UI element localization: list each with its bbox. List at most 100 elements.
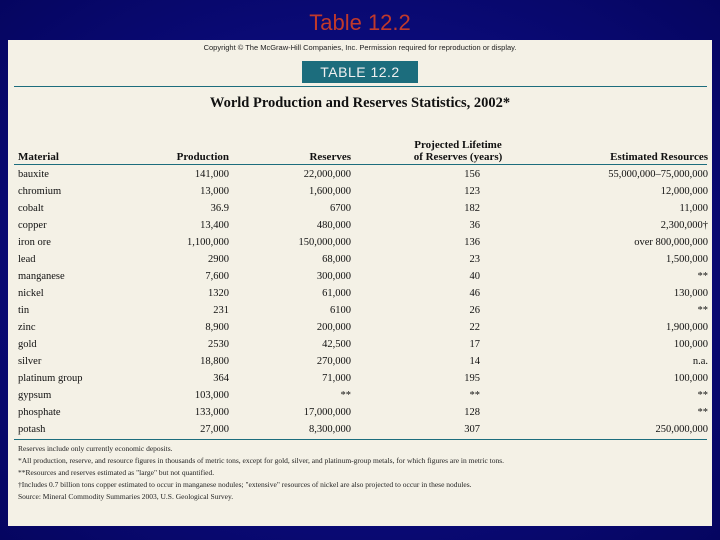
rule-bottom	[14, 439, 707, 440]
header-lifetime-line2: of Reserves (years)	[413, 151, 503, 163]
table-note: Reserves include only currently economic…	[18, 444, 173, 453]
cell-production: 18,800	[200, 356, 229, 367]
cell-reserves: 17,000,000	[303, 407, 351, 418]
cell-reserves: 42,500	[322, 339, 351, 350]
cell-production: 1320	[208, 288, 229, 299]
table-row: cobalt 36.9 6700 182 11,000	[18, 201, 708, 218]
table-notes: Reserves include only currently economic…	[18, 443, 708, 503]
cell-material: phosphate	[18, 407, 61, 418]
cell-production: 231	[213, 305, 229, 316]
cell-reserves: 150,000,000	[298, 237, 352, 248]
table-row: gypsum 103,000 ** ** **	[18, 388, 708, 405]
cell-lifetime: 128	[464, 407, 480, 418]
cell-production: 1,100,000	[187, 237, 229, 248]
table-row: zinc 8,900 200,000 22 1,900,000	[18, 320, 708, 337]
table-header: Material Production Reserves Projected L…	[18, 135, 708, 163]
cell-material: iron ore	[18, 237, 51, 248]
cell-reserves: 270,000	[316, 356, 351, 367]
cell-reserves: 480,000	[316, 220, 351, 231]
cell-lifetime: 123	[464, 186, 480, 197]
cell-production: 2900	[208, 254, 229, 265]
cell-material: copper	[18, 220, 47, 231]
cell-estimated: **	[697, 407, 709, 418]
cell-lifetime: 136	[464, 237, 480, 248]
cell-lifetime: 307	[464, 424, 480, 435]
cell-lifetime: 36	[469, 220, 481, 231]
header-lifetime-line1: Projected Lifetime	[414, 139, 502, 151]
rule-header	[14, 164, 707, 165]
cell-reserves: 6100	[330, 305, 351, 316]
header-reserves: Reserves	[309, 151, 351, 163]
cell-reserves: 68,000	[322, 254, 351, 265]
cell-estimated: 55,000,000–75,000,000	[608, 169, 708, 180]
table-title: World Production and Reserves Statistics…	[209, 95, 511, 111]
cell-material: lead	[18, 254, 36, 265]
cell-lifetime: 26	[469, 305, 481, 316]
table-row: iron ore 1,100,000 150,000,000 136 over 800,…	[18, 235, 708, 252]
cell-reserves: 1,600,000	[309, 186, 351, 197]
cell-production: 13,400	[200, 220, 229, 231]
table-row: lead 2900 68,000 23 1,500,000	[18, 252, 708, 269]
cell-material: gold	[18, 339, 37, 350]
cell-lifetime: 182	[464, 203, 480, 214]
cell-production: 2530	[208, 339, 229, 350]
copyright-notice: Copyright © The McGraw-Hill Companies, I…	[203, 43, 517, 52]
slide-title: Table 12.2	[309, 10, 411, 35]
cell-reserves: **	[340, 390, 352, 401]
rule-top	[14, 86, 707, 87]
cell-production: 364	[213, 373, 229, 384]
cell-production: 133,000	[194, 407, 229, 418]
cell-lifetime: 23	[469, 254, 481, 265]
cell-estimated: **	[697, 305, 709, 316]
cell-material: platinum group	[18, 373, 83, 384]
header-estimated: Estimated Resources	[610, 151, 708, 163]
cell-estimated: **	[697, 271, 709, 282]
cell-production: 7,600	[205, 271, 229, 282]
cell-estimated: 11,000	[679, 203, 709, 214]
cell-production: 141,000	[194, 169, 229, 180]
table-row: nickel 1320 61,000 46 130,000	[18, 286, 708, 303]
cell-production: 103,000	[194, 390, 229, 401]
table-row: phosphate 133,000 17,000,000 128 **	[18, 405, 708, 422]
cell-production: 27,000	[200, 424, 229, 435]
cell-lifetime: 40	[469, 271, 481, 282]
cell-material: cobalt	[18, 203, 44, 214]
cell-material: manganese	[18, 271, 65, 282]
cell-lifetime: 22	[469, 322, 481, 333]
cell-production: 13,000	[200, 186, 229, 197]
cell-lifetime: 14	[469, 356, 481, 367]
cell-reserves: 61,000	[322, 288, 351, 299]
cell-material: nickel	[18, 288, 44, 299]
table-row: tin 231 6100 26 **	[18, 303, 708, 320]
cell-lifetime: **	[469, 390, 481, 401]
document-page: Copyright © The McGraw-Hill Companies, I…	[8, 40, 712, 526]
table-note: **Resources and reserves estimated as "l…	[18, 468, 215, 477]
table-row: bauxite 141,000 22,000,000 156 55,000,000–75…	[18, 167, 708, 184]
table-row: gold 2530 42,500 17 100,000	[18, 337, 708, 354]
cell-material: chromium	[18, 186, 62, 197]
cell-material: tin	[18, 305, 30, 316]
cell-estimated: n.a.	[692, 356, 708, 367]
cell-reserves: 8,300,000	[309, 424, 351, 435]
cell-material: zinc	[18, 322, 36, 333]
cell-reserves: 200,000	[316, 322, 351, 333]
header-production: Production	[176, 151, 229, 163]
cell-material: silver	[18, 356, 42, 367]
table-row: manganese 7,600 300,000 40 **	[18, 269, 708, 286]
cell-lifetime: 195	[464, 373, 480, 384]
table-row: copper 13,400 480,000 36 2,300,000†	[18, 218, 708, 235]
cell-lifetime: 156	[464, 169, 480, 180]
cell-estimated: 1,500,000	[666, 254, 708, 265]
cell-material: potash	[18, 424, 46, 435]
cell-production: 36.9	[210, 203, 229, 214]
cell-lifetime: 17	[469, 339, 481, 350]
cell-estimated: 1,900,000	[666, 322, 708, 333]
cell-reserves: 71,000	[322, 373, 351, 384]
cell-reserves: 300,000	[316, 271, 351, 282]
table-note: †Includes 0.7 billion tons copper estima…	[18, 480, 472, 489]
cell-reserves: 22,000,000	[303, 169, 351, 180]
table-note: *All production, reserve, and resource f…	[18, 456, 505, 465]
cell-estimated: 130,000	[673, 288, 708, 299]
table-row: potash 27,000 8,300,000 307 250,000,000	[18, 422, 708, 439]
cell-material: gypsum	[18, 390, 52, 401]
